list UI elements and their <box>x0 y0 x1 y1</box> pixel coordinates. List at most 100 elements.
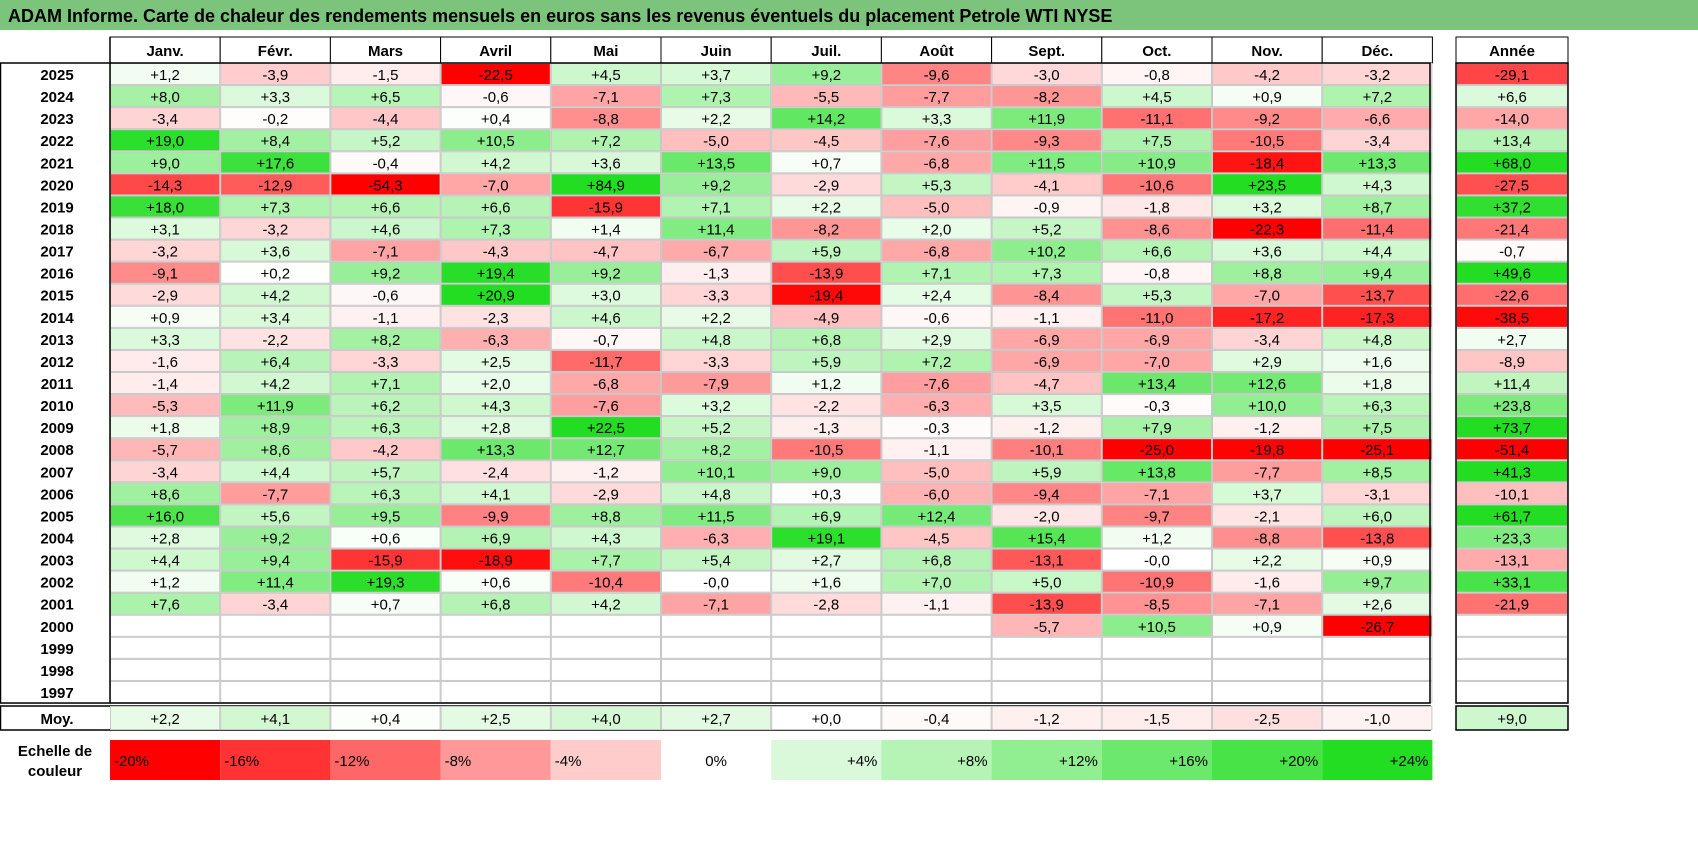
heatmap-cell <box>440 283 551 306</box>
heatmap-cell <box>881 460 992 483</box>
heatmap-cell <box>881 85 992 108</box>
heatmap-cell <box>1322 570 1433 593</box>
cell-value: +17,6 <box>256 155 294 172</box>
heatmap-cell <box>771 107 882 130</box>
cell-value: -9,6 <box>924 67 950 84</box>
color-scale-swatch <box>661 740 772 780</box>
heatmap-cell <box>440 526 551 549</box>
color-scale-stop-label: -8% <box>445 753 472 770</box>
heatmap-cell <box>440 482 551 505</box>
cell-value: +14,2 <box>807 111 845 128</box>
heatmap-cell <box>1212 680 1323 704</box>
cell-value: +4,6 <box>371 222 401 239</box>
year-label: 2024 <box>40 89 74 106</box>
cell-value: -2,8 <box>813 597 839 614</box>
cell-value: +13,3 <box>1358 155 1396 172</box>
heatmap-cell <box>550 151 661 174</box>
heatmap-cell <box>550 482 661 505</box>
cell-value: +7,3 <box>701 89 731 106</box>
heatmap-cell <box>440 327 551 350</box>
year-label: 2019 <box>40 199 73 216</box>
cell-value: +5,9 <box>811 244 841 261</box>
heatmap-cell <box>661 129 772 152</box>
heatmap-cell <box>1212 107 1323 130</box>
cell-value: +7,2 <box>1362 89 1392 106</box>
heatmap-cell <box>1322 107 1433 130</box>
cell-value: -17,2 <box>1250 310 1284 327</box>
color-scale-swatch <box>881 740 992 780</box>
average-cell <box>771 706 882 730</box>
heatmap-cell <box>1322 217 1433 240</box>
cell-value: -6,6 <box>1364 111 1390 128</box>
cell-value: +5,3 <box>922 177 952 194</box>
annual-value: -21,9 <box>1495 597 1529 614</box>
average-cell <box>550 706 661 730</box>
cell-value: +8,9 <box>260 420 290 437</box>
heatmap-cell <box>1212 327 1323 350</box>
heatmap-cell <box>220 438 331 461</box>
cell-value: -2,3 <box>483 310 509 327</box>
year-label: 2015 <box>40 288 73 305</box>
cell-value: -10,1 <box>1030 442 1064 459</box>
cell-value: -0,9 <box>1034 199 1060 216</box>
heatmap-cell <box>110 658 221 681</box>
cell-value: -8,5 <box>1144 597 1170 614</box>
average-cell <box>110 706 221 730</box>
color-scale-stop-label: -12% <box>334 753 369 770</box>
cell-value: -3,2 <box>1364 67 1390 84</box>
heatmap-cell <box>440 129 551 152</box>
cell-value: -0,6 <box>483 89 509 106</box>
annual-value: -21,4 <box>1495 222 1529 239</box>
cell-value: +7,6 <box>150 597 180 614</box>
annual-border <box>1455 62 1569 704</box>
cell-value: -8,8 <box>593 111 619 128</box>
cell-value: -3,3 <box>373 354 399 371</box>
cell-value: +7,7 <box>591 553 621 570</box>
heatmap-cell <box>330 173 441 196</box>
cell-value: +4,4 <box>1362 244 1392 261</box>
cell-value: +9,0 <box>150 155 180 172</box>
average-value: -1,2 <box>1034 711 1060 728</box>
cell-value: -54,3 <box>368 177 402 194</box>
average-cell <box>440 706 551 730</box>
cell-value: +3,1 <box>150 222 180 239</box>
heatmap-cell <box>771 371 882 395</box>
cell-value: -7,0 <box>1254 288 1280 305</box>
heatmap-cell <box>330 305 441 328</box>
heatmap-cell <box>220 460 331 483</box>
heatmap-cell <box>550 548 661 571</box>
heatmap-cell <box>330 371 441 395</box>
cell-value: +5,3 <box>1142 288 1172 305</box>
heatmap-cell <box>881 283 992 306</box>
heatmap-cell <box>1101 526 1213 549</box>
heatmap-cell <box>1212 217 1323 240</box>
cell-value: +7,1 <box>701 199 731 216</box>
cell-value: +4,3 <box>591 531 621 548</box>
heatmap-cell <box>220 151 331 174</box>
heatmap-cell <box>1212 349 1323 372</box>
annual-value: +33,1 <box>1493 575 1531 592</box>
cell-value: +7,5 <box>1362 420 1392 437</box>
heatmap-cell <box>991 371 1102 395</box>
heatmap-cell <box>1101 371 1213 395</box>
heatmap-cell <box>550 526 661 549</box>
heatmap-cell <box>991 504 1102 527</box>
average-value: -1,0 <box>1364 711 1390 728</box>
color-scale-swatch <box>991 740 1102 780</box>
heatmap-cell <box>220 614 331 637</box>
heatmap-cell <box>550 614 661 637</box>
heatmap-cell <box>220 504 331 527</box>
cell-value: +0,2 <box>260 266 290 283</box>
cell-value: +4,8 <box>701 332 731 349</box>
cell-value: -15,9 <box>368 553 402 570</box>
heatmap-cell <box>991 261 1102 284</box>
heatmap-cell <box>330 460 441 483</box>
cell-value: +6,8 <box>481 597 511 614</box>
cell-value: -10,5 <box>809 442 843 459</box>
average-value: +0,0 <box>811 711 841 728</box>
cell-value: -1,1 <box>373 310 399 327</box>
heatmap-cell <box>1322 504 1433 527</box>
color-scale-swatch <box>771 740 882 780</box>
color-scale-stop-label: +20% <box>1279 753 1318 770</box>
